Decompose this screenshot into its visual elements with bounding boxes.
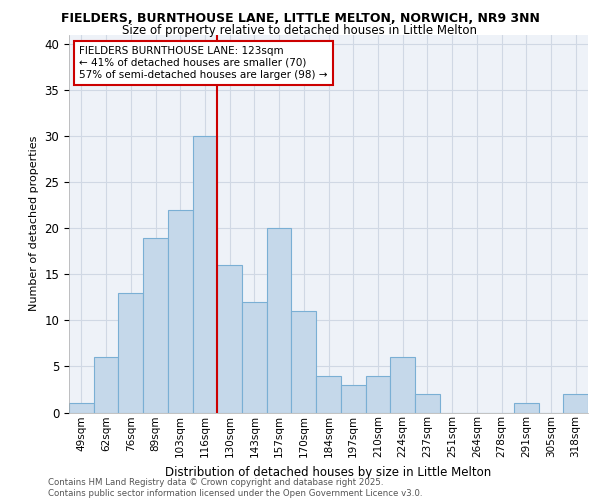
Text: Size of property relative to detached houses in Little Melton: Size of property relative to detached ho… bbox=[122, 24, 478, 37]
Bar bbox=[390, 358, 415, 412]
Y-axis label: Number of detached properties: Number of detached properties bbox=[29, 136, 39, 312]
Bar bbox=[118, 293, 143, 412]
Bar bbox=[514, 404, 539, 412]
Bar bbox=[341, 385, 365, 412]
Text: FIELDERS BURNTHOUSE LANE: 123sqm
← 41% of detached houses are smaller (70)
57% o: FIELDERS BURNTHOUSE LANE: 123sqm ← 41% o… bbox=[79, 46, 328, 80]
Bar bbox=[365, 376, 390, 412]
Bar bbox=[193, 136, 217, 412]
Bar bbox=[267, 228, 292, 412]
Text: Contains HM Land Registry data © Crown copyright and database right 2025.
Contai: Contains HM Land Registry data © Crown c… bbox=[48, 478, 422, 498]
Bar bbox=[292, 311, 316, 412]
Text: FIELDERS, BURNTHOUSE LANE, LITTLE MELTON, NORWICH, NR9 3NN: FIELDERS, BURNTHOUSE LANE, LITTLE MELTON… bbox=[61, 12, 539, 26]
Bar bbox=[143, 238, 168, 412]
Bar bbox=[94, 358, 118, 412]
Bar bbox=[563, 394, 588, 412]
Bar bbox=[242, 302, 267, 412]
Bar bbox=[316, 376, 341, 412]
X-axis label: Distribution of detached houses by size in Little Melton: Distribution of detached houses by size … bbox=[166, 466, 491, 478]
Bar bbox=[415, 394, 440, 412]
Bar bbox=[168, 210, 193, 412]
Bar bbox=[69, 404, 94, 412]
Bar bbox=[217, 265, 242, 412]
